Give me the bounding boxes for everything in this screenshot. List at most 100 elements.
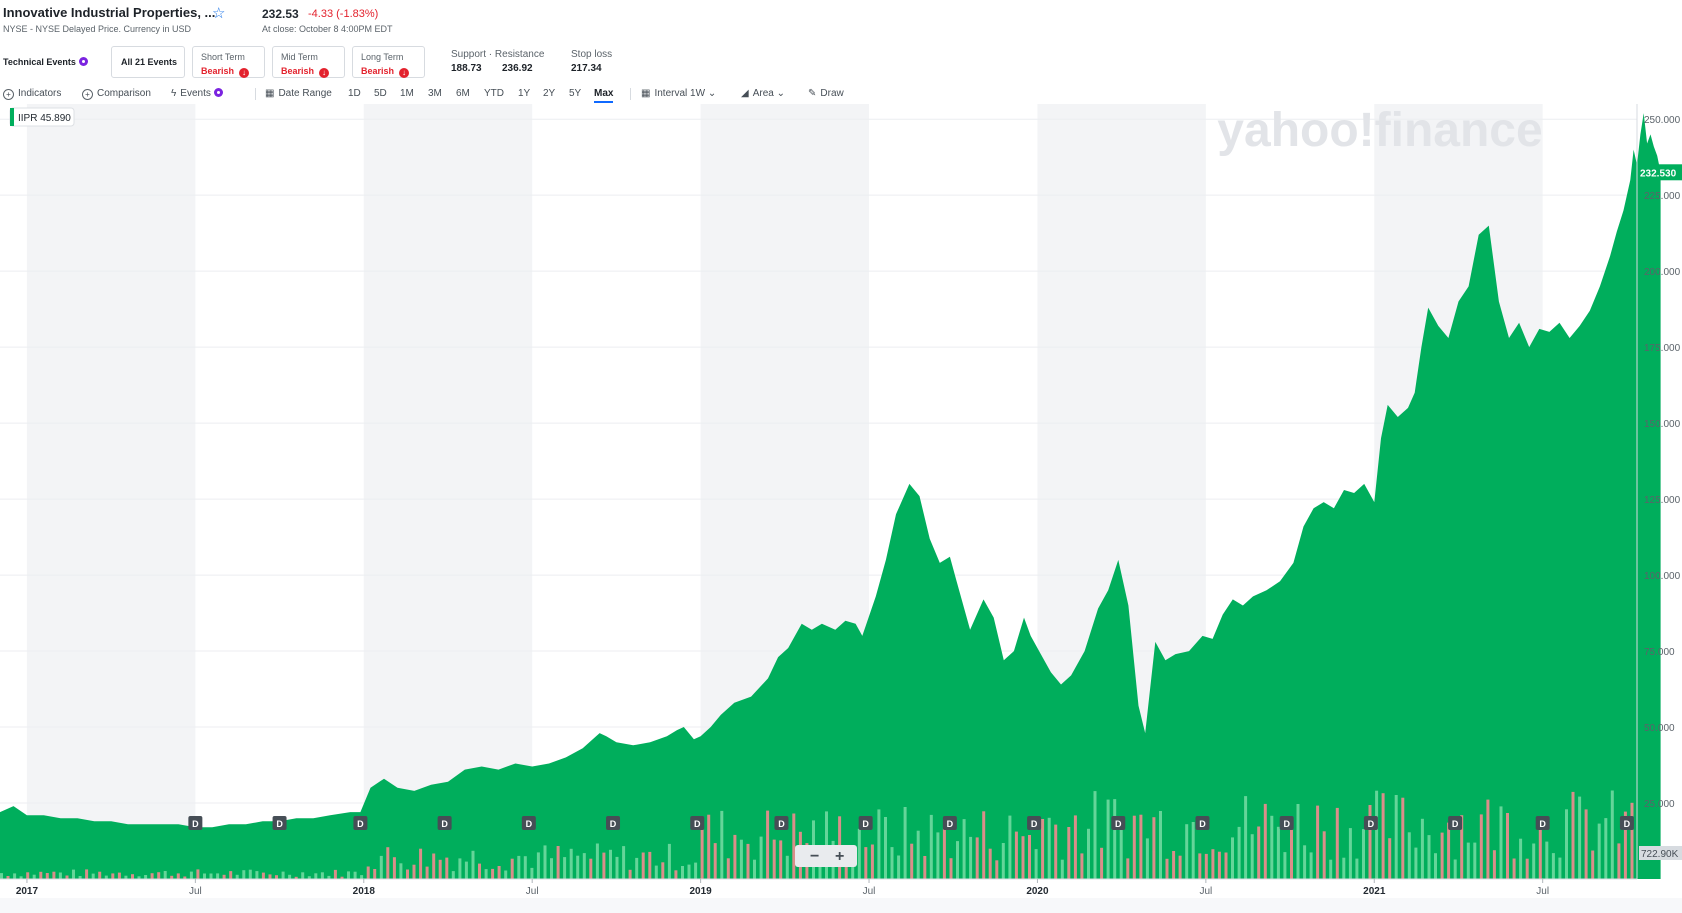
indicators-button[interactable]: + Indicators — [3, 88, 61, 100]
dividend-marker[interactable]: D — [1111, 816, 1126, 830]
all-events-button[interactable]: All 21 Events — [111, 46, 185, 78]
volume-bar — [1178, 855, 1182, 879]
range-5y[interactable]: 5Y — [569, 88, 582, 99]
volume-bar — [916, 830, 920, 879]
dividend-marker-label: D — [947, 819, 954, 829]
range-1m[interactable]: 1M — [400, 88, 414, 99]
volume-bar — [248, 869, 252, 879]
dividend-marker-label: D — [441, 819, 448, 829]
dividend-marker[interactable]: D — [774, 816, 789, 830]
volume-bar — [1093, 791, 1097, 879]
last-price-label: 232.530 — [1640, 168, 1677, 179]
comparison-button[interactable]: + Comparison — [82, 88, 151, 100]
volume-bar — [425, 866, 429, 879]
volume-bar — [124, 875, 128, 879]
zoom-in-icon[interactable]: + — [835, 848, 844, 865]
volume-bar — [1191, 822, 1195, 879]
long-term-box[interactable]: Long Term Bearish ↓ — [352, 46, 425, 78]
x-tick-label: Jul — [189, 886, 202, 897]
range-2y[interactable]: 2Y — [543, 88, 556, 99]
dividend-marker[interactable]: D — [437, 816, 452, 830]
dividend-marker[interactable]: D — [521, 816, 536, 830]
volume-bar — [739, 839, 743, 879]
range-3m[interactable]: 3M — [428, 88, 442, 99]
volume-bar — [307, 876, 311, 879]
dividend-marker[interactable]: D — [606, 816, 621, 830]
volume-bar — [1551, 853, 1555, 879]
volume-bar — [497, 866, 501, 879]
watchlist-star-icon[interactable]: ☆ — [212, 5, 226, 22]
dividend-marker[interactable]: D — [1195, 816, 1210, 830]
dividend-marker-box — [437, 816, 452, 830]
dividend-marker[interactable]: D — [942, 816, 957, 830]
dividend-marker[interactable]: D — [1535, 816, 1550, 830]
range-1d[interactable]: 1D — [348, 88, 361, 99]
y-tick-label: 225.000 — [1644, 191, 1681, 202]
volume-bar — [851, 855, 855, 879]
support-resistance-label: Support · Resistance — [451, 49, 545, 60]
date-range-button[interactable]: ▦ Date Range — [265, 88, 332, 99]
zoom-controls[interactable]: − + — [795, 845, 857, 867]
volume-bar — [523, 856, 527, 879]
range-1y[interactable]: 1Y — [518, 88, 531, 99]
indicators-label: Indicators — [18, 88, 62, 99]
dividend-marker[interactable]: D — [1279, 816, 1294, 830]
volume-bar — [1244, 796, 1248, 879]
range-6m[interactable]: 6M — [456, 88, 470, 99]
chart-type-button[interactable]: ◢ Area ⌄ — [741, 88, 785, 99]
volume-tag-box — [1639, 846, 1682, 860]
dividend-marker[interactable]: D — [1363, 816, 1378, 830]
period-band — [363, 104, 533, 879]
resistance-value: 236.92 — [502, 63, 533, 74]
volume-bar — [347, 871, 350, 879]
volume-bar — [942, 827, 946, 879]
volume-bar — [1519, 838, 1523, 879]
volume-bar — [1362, 829, 1365, 879]
range-max[interactable]: Max — [594, 88, 614, 103]
draw-button[interactable]: ✎ Draw — [808, 88, 844, 99]
dividend-marker-label: D — [778, 819, 785, 829]
volume-bar — [995, 860, 999, 879]
volume-bar — [1388, 838, 1392, 879]
volume-bar — [746, 843, 750, 879]
x-tick-label: Jul — [526, 886, 539, 897]
dividend-marker[interactable]: D — [1619, 816, 1634, 830]
dividend-marker[interactable]: D — [353, 816, 368, 830]
y-tick-label: 175.000 — [1644, 343, 1681, 354]
volume-bar — [1394, 795, 1398, 879]
volume-bar — [1231, 837, 1234, 879]
volume-bar — [576, 855, 580, 879]
volume-bar — [1119, 819, 1123, 879]
dividend-marker[interactable]: D — [272, 816, 287, 830]
arrow-down-icon: ↓ — [319, 68, 330, 78]
dividend-marker-label: D — [1624, 819, 1631, 829]
symbol-tag: IIPR 45.890 — [9, 107, 75, 127]
chevron-down-icon: ⌄ — [707, 88, 717, 99]
interval-button[interactable]: ▦ Interval 1W ⌄ — [641, 88, 716, 99]
y-axis: 25.000 50.000 75.000 100.000 125.000 150.000 1… — [1636, 104, 1681, 879]
volume-bar — [1041, 819, 1045, 879]
dividend-marker[interactable]: D — [1027, 816, 1042, 830]
dividend-marker[interactable]: D — [1448, 816, 1463, 830]
volume-bar — [491, 868, 495, 879]
volume-bar — [1283, 852, 1287, 879]
dividend-marker[interactable]: D — [188, 816, 203, 830]
volume-bar — [137, 876, 141, 879]
volume-bar — [615, 856, 619, 879]
volume-bar — [857, 828, 861, 879]
mid-term-box[interactable]: Mid Term Bearish ↓ — [272, 46, 345, 78]
volume-bar — [1080, 853, 1084, 879]
volume-bar — [1368, 805, 1372, 879]
range-ytd[interactable]: YTD — [484, 88, 504, 99]
range-5d[interactable]: 5D — [374, 88, 387, 99]
volume-bar — [52, 871, 56, 879]
close-time-note: At close: October 8 4:00PM EDT — [262, 24, 393, 34]
events-button[interactable]: ϟ Events — [171, 88, 223, 99]
dividend-marker[interactable]: D — [690, 816, 705, 830]
volume-bar — [609, 849, 612, 879]
dividend-marker[interactable]: D — [858, 816, 873, 830]
zoom-out-icon[interactable]: − — [810, 848, 819, 865]
short-term-box[interactable]: Short Term Bearish ↓ — [192, 46, 265, 78]
volume-bar — [1001, 843, 1005, 879]
price-chart[interactable]: yahoo!finance D D D D D D D D D D D D D D D D D D 25.000 5… — [0, 104, 1682, 898]
